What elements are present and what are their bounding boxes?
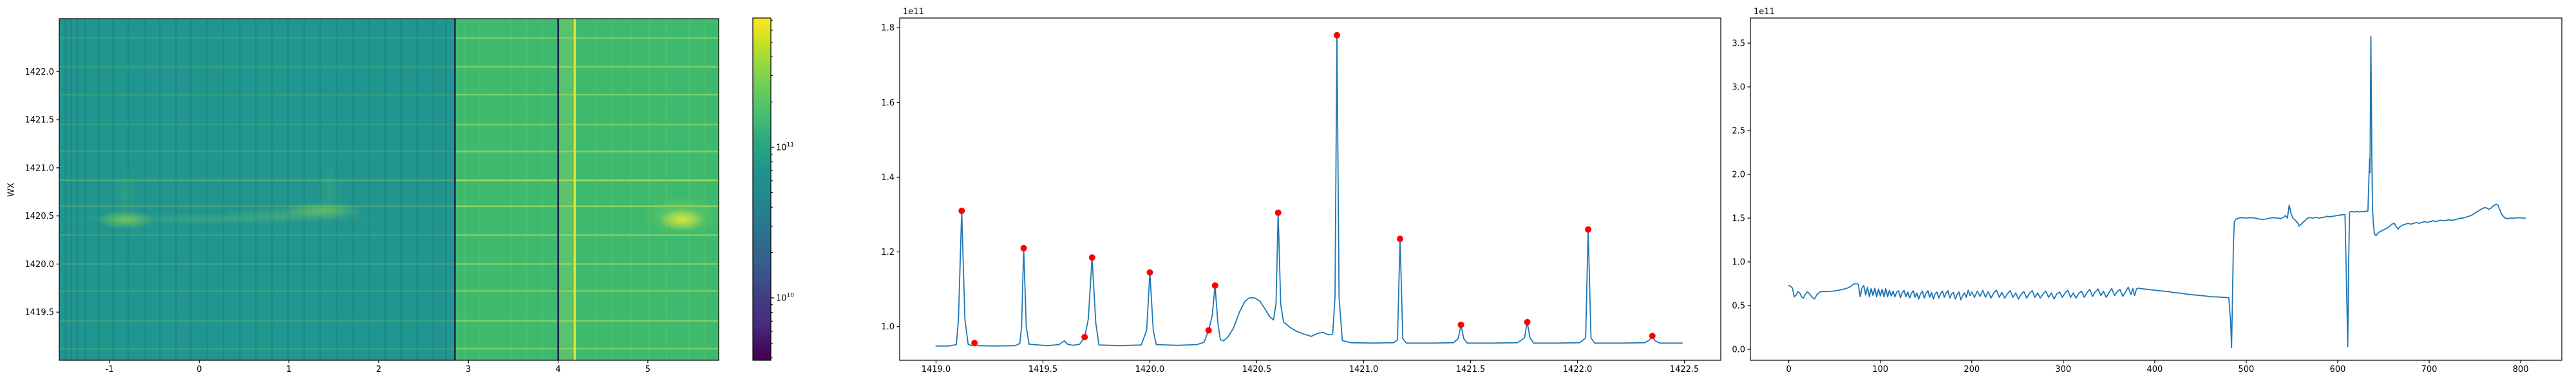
svg-text:100: 100 bbox=[1872, 365, 1888, 374]
svg-text:200: 200 bbox=[1964, 365, 1980, 374]
timeseries-offset-label: 1e11 bbox=[1754, 7, 1775, 17]
svg-text:3: 3 bbox=[466, 365, 471, 374]
svg-text:1419.0: 1419.0 bbox=[922, 365, 951, 374]
svg-text:0.5: 0.5 bbox=[1732, 302, 1745, 311]
svg-text:1422.5: 1422.5 bbox=[1670, 365, 1700, 374]
svg-text:1421.5: 1421.5 bbox=[25, 116, 55, 125]
spectrum-offset-label: 1e11 bbox=[903, 7, 924, 17]
svg-text:1420.5: 1420.5 bbox=[25, 212, 55, 221]
svg-text:0: 0 bbox=[1786, 365, 1792, 374]
svg-text:1421.5: 1421.5 bbox=[1456, 365, 1486, 374]
svg-text:1422.0: 1422.0 bbox=[1563, 365, 1593, 374]
svg-text:1.0: 1.0 bbox=[881, 322, 895, 332]
svg-text:4: 4 bbox=[555, 365, 560, 374]
svg-text:-1: -1 bbox=[106, 365, 114, 374]
heatmap-axes: -1 0 1 2 3 4 5 1419.5 1420.0 1420.5 1421.0 1421.5 14… bbox=[25, 18, 719, 374]
svg-text:500: 500 bbox=[2239, 365, 2255, 374]
svg-text:1422.0: 1422.0 bbox=[25, 68, 55, 77]
svg-text:1420.5: 1420.5 bbox=[1242, 365, 1272, 374]
svg-text:400: 400 bbox=[2146, 365, 2163, 374]
svg-text:1421.0: 1421.0 bbox=[1349, 365, 1379, 374]
svg-text:700: 700 bbox=[2421, 365, 2438, 374]
svg-text:1419.5: 1419.5 bbox=[1028, 365, 1058, 374]
svg-text:1.2: 1.2 bbox=[881, 248, 895, 257]
svg-text:1.6: 1.6 bbox=[881, 98, 895, 108]
svg-text:1.0: 1.0 bbox=[1732, 258, 1745, 268]
spectrum-axes: 1419.0 1419.5 1420.0 1420.5 1421.0 1421.5 1422… bbox=[881, 17, 1721, 374]
svg-text:1010: 1010 bbox=[776, 293, 794, 304]
svg-text:2.5: 2.5 bbox=[1732, 127, 1745, 136]
svg-text:1.5: 1.5 bbox=[1732, 214, 1745, 224]
timeseries-axes: 0 100 200 300 400 500 600 700 800 0.0 0.5 1.0 1.5 2.0… bbox=[1732, 17, 2562, 374]
svg-text:1420.0: 1420.0 bbox=[1135, 365, 1165, 374]
svg-text:3.0: 3.0 bbox=[1732, 83, 1745, 93]
svg-text:0.0: 0.0 bbox=[1732, 345, 1745, 355]
svg-text:1.8: 1.8 bbox=[881, 24, 895, 33]
svg-text:1420.0: 1420.0 bbox=[25, 260, 55, 270]
svg-text:800: 800 bbox=[2513, 365, 2529, 374]
svg-text:300: 300 bbox=[2055, 365, 2071, 374]
svg-text:3.5: 3.5 bbox=[1732, 39, 1745, 49]
svg-text:1: 1 bbox=[287, 365, 292, 374]
svg-text:1011: 1011 bbox=[776, 142, 794, 153]
colorbar: 1011 1010 bbox=[752, 17, 794, 361]
svg-text:2.0: 2.0 bbox=[1732, 170, 1745, 180]
svg-text:1421.0: 1421.0 bbox=[25, 163, 55, 173]
svg-text:600: 600 bbox=[2330, 365, 2346, 374]
heatmap-ylabel: WX bbox=[6, 183, 17, 197]
svg-text:5: 5 bbox=[645, 365, 650, 374]
svg-text:1.4: 1.4 bbox=[881, 173, 895, 183]
svg-text:0: 0 bbox=[196, 365, 202, 374]
svg-text:2: 2 bbox=[376, 365, 381, 374]
svg-text:1419.5: 1419.5 bbox=[25, 308, 55, 318]
